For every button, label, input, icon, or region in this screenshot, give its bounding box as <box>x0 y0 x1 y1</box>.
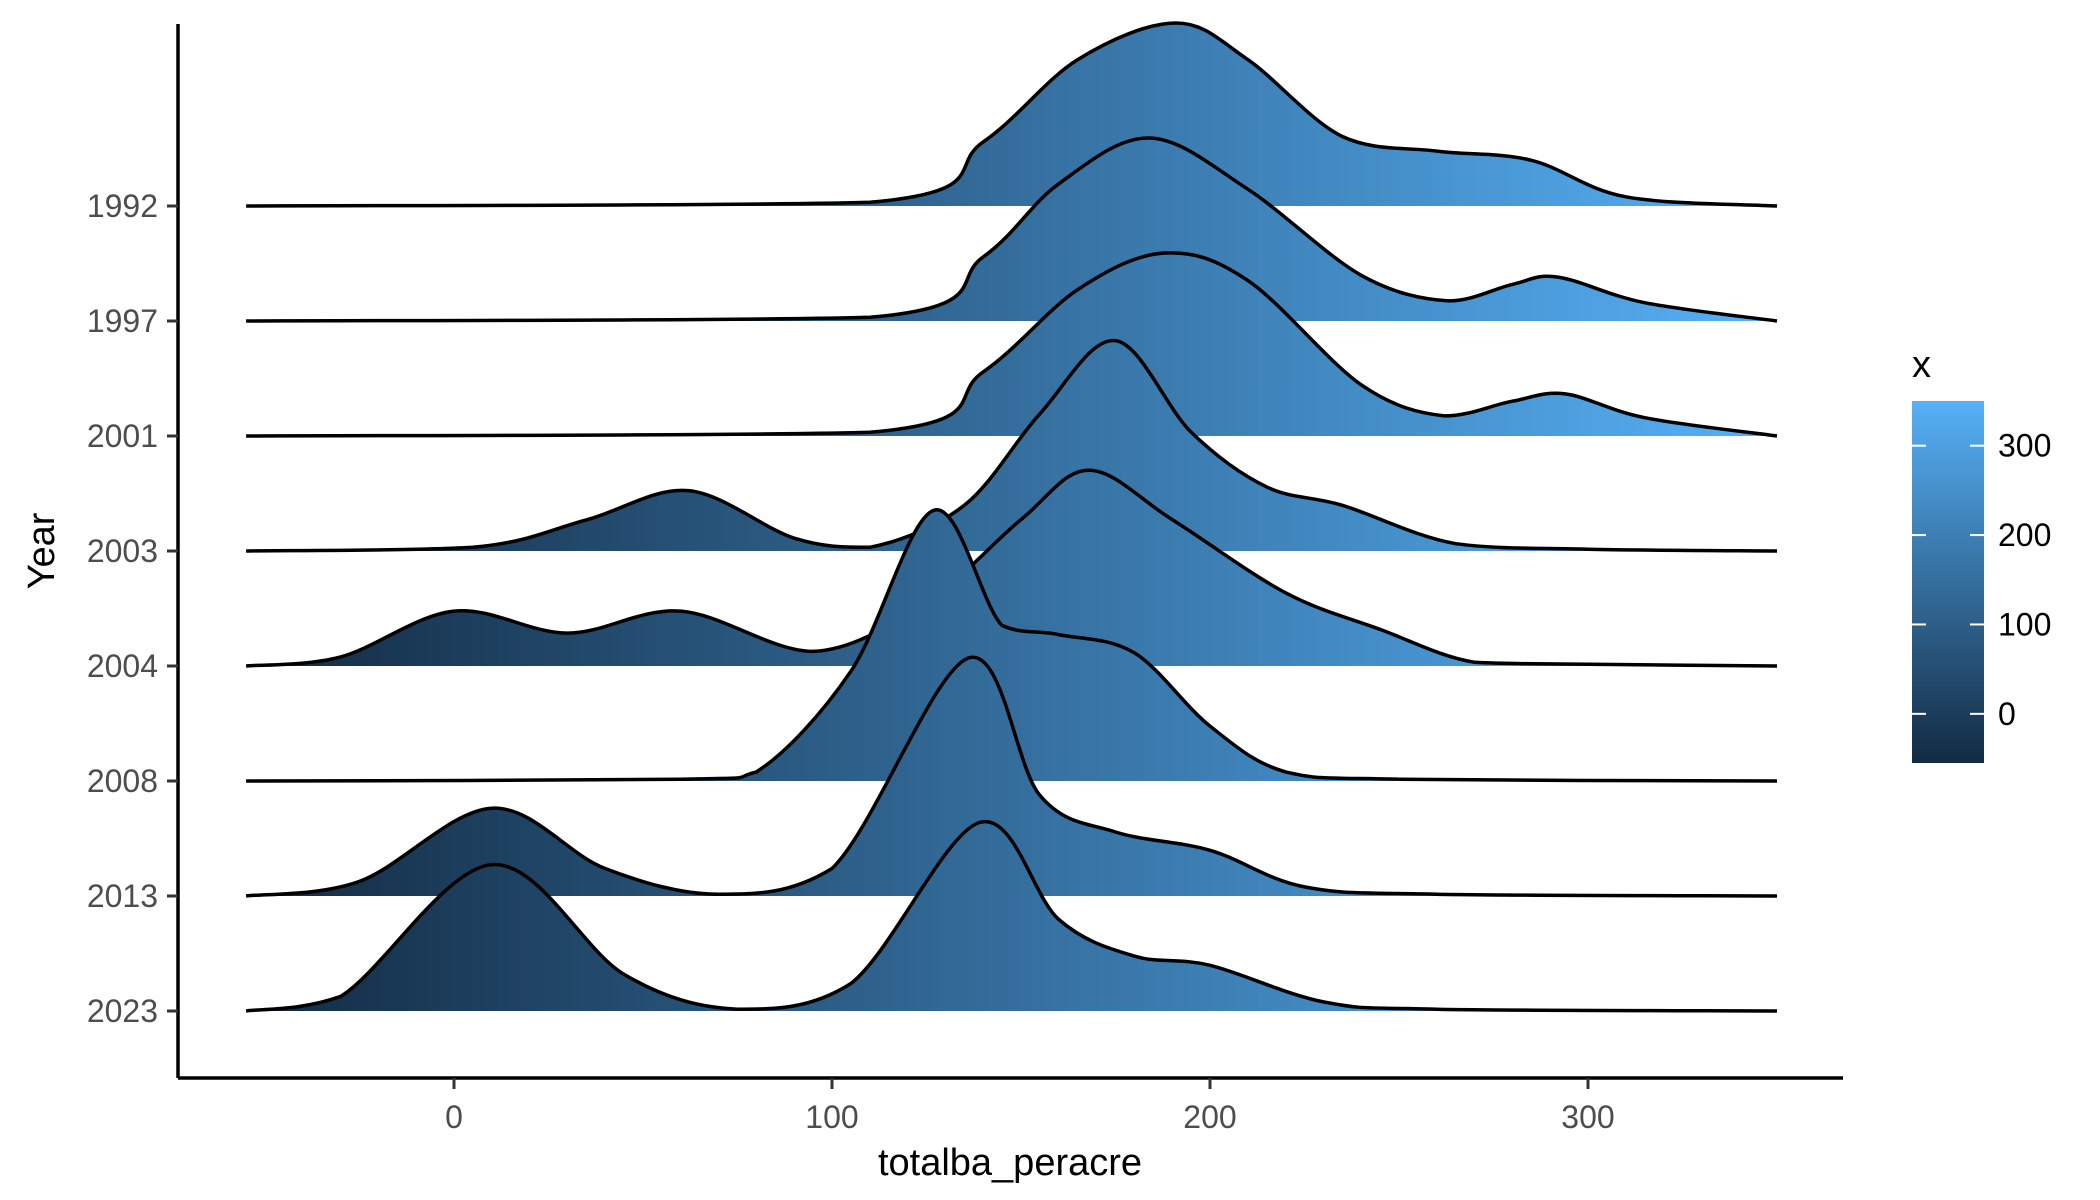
legend-ticks: 0 100 200 300 <box>1912 428 2051 732</box>
ridge-fill-2003 <box>246 340 1778 551</box>
y-tick-label-2004: 2004 <box>87 648 158 684</box>
ridge-line-2003 <box>246 338 1778 553</box>
legend-label-0: 0 <box>1998 696 2016 732</box>
y-tick-label-2003: 2003 <box>87 533 158 569</box>
legend-colorbar <box>1912 401 1984 763</box>
x-tick-label-100: 100 <box>805 1099 858 1135</box>
y-ticks: 1992 1997 2001 2003 2004 2008 2013 2023 <box>87 188 178 1029</box>
ridge-fill-2013 <box>246 657 1778 896</box>
y-tick-label-2001: 2001 <box>87 418 158 454</box>
ridge-fill-1997 <box>246 137 1778 321</box>
ridge-line-2023 <box>245 819 1778 1013</box>
legend: x 0 100 200 300 <box>1912 344 2051 763</box>
ridges-group <box>245 21 1778 1013</box>
y-tick-label-2023: 2023 <box>87 993 158 1029</box>
x-tick-label-200: 200 <box>1183 1099 1236 1135</box>
legend-label-300: 300 <box>1998 428 2051 464</box>
x-ticks: 0 100 200 300 <box>445 1078 1615 1135</box>
ridge-line-2008 <box>246 508 1778 783</box>
x-axis-title: totalba_peracre <box>878 1142 1142 1184</box>
x-tick-label-300: 300 <box>1561 1099 1614 1135</box>
x-tick-label-0: 0 <box>445 1099 463 1135</box>
ridge-line-2001 <box>246 251 1778 438</box>
ridge-fill-2004 <box>246 470 1778 666</box>
ridge-fill-1992 <box>246 23 1778 206</box>
y-tick-label-2008: 2008 <box>87 763 158 799</box>
legend-label-100: 100 <box>1998 606 2051 642</box>
legend-label-200: 200 <box>1998 517 2051 553</box>
ridge-line-1992 <box>246 21 1778 208</box>
ridge-fill-2001 <box>246 252 1778 436</box>
ridge-fill-2023 <box>246 821 1778 1011</box>
y-tick-label-1997: 1997 <box>87 303 158 339</box>
legend-title: x <box>1912 344 1931 386</box>
ridge-fill-2008 <box>246 509 1778 781</box>
ridge-line-2013 <box>245 655 1778 898</box>
y-tick-label-1992: 1992 <box>87 188 158 224</box>
y-axis-title: Year <box>21 512 63 589</box>
ridge-line-2004 <box>245 468 1778 668</box>
ridge-line-1997 <box>246 136 1778 323</box>
y-tick-label-2013: 2013 <box>87 878 158 914</box>
